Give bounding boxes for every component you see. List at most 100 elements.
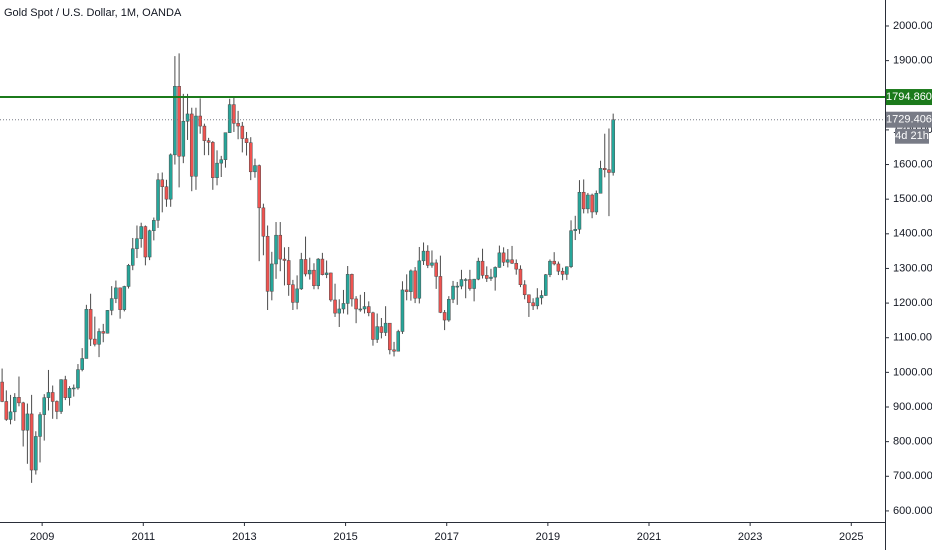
candle-body bbox=[270, 263, 274, 292]
candle-body bbox=[248, 142, 253, 173]
candle-body bbox=[535, 297, 540, 307]
candle-body bbox=[333, 299, 337, 314]
candle-body bbox=[126, 265, 131, 287]
candle-body bbox=[156, 179, 160, 221]
x-tick-label: 2023 bbox=[738, 531, 762, 543]
candle-body bbox=[543, 274, 548, 296]
candle-body bbox=[329, 272, 333, 301]
candle-body bbox=[236, 123, 240, 127]
candle-body bbox=[261, 207, 266, 237]
candle-body bbox=[602, 168, 607, 170]
candle-body bbox=[383, 322, 388, 333]
candle-body bbox=[556, 263, 561, 272]
candle-body bbox=[265, 235, 270, 292]
candle-body bbox=[109, 298, 114, 311]
candle-body bbox=[417, 260, 422, 299]
x-tick-label: 2013 bbox=[232, 531, 256, 543]
candle-body bbox=[451, 285, 455, 300]
candle-body bbox=[122, 286, 127, 310]
candle-body bbox=[21, 402, 25, 431]
candle-body bbox=[177, 85, 181, 157]
candle-body bbox=[12, 397, 17, 413]
y-tick-label: 900.000 bbox=[893, 401, 932, 413]
candle-body bbox=[539, 295, 544, 299]
candle-body bbox=[463, 279, 468, 281]
candle-body bbox=[93, 338, 97, 345]
candle-body bbox=[569, 230, 573, 267]
y-tick-label: 700.000 bbox=[893, 470, 932, 482]
candle-body bbox=[168, 154, 173, 200]
candle-body bbox=[607, 169, 611, 173]
candle-body bbox=[34, 436, 38, 471]
candle-body bbox=[548, 260, 552, 275]
y-tick-label: 1000.000 bbox=[893, 366, 932, 378]
candle-body bbox=[55, 401, 59, 412]
candle-body bbox=[88, 309, 93, 340]
candle-body bbox=[396, 331, 401, 352]
x-tick-label: 2015 bbox=[333, 531, 357, 543]
candle-body bbox=[375, 326, 379, 340]
x-tick-label: 2021 bbox=[637, 531, 661, 543]
candle-body bbox=[447, 299, 451, 321]
candle-body bbox=[71, 387, 76, 390]
candle-body bbox=[240, 125, 245, 139]
candle-body bbox=[514, 263, 519, 270]
candle-body bbox=[527, 294, 531, 303]
candle-body bbox=[345, 274, 350, 304]
candle-body bbox=[194, 115, 198, 177]
candle-body bbox=[295, 288, 299, 303]
candle-body bbox=[135, 238, 139, 249]
candle-body bbox=[76, 369, 80, 389]
candle-body bbox=[253, 165, 257, 173]
y-tick-label: 1500.000 bbox=[893, 193, 932, 205]
candle-body bbox=[413, 270, 417, 299]
y-tick-label: 1100.000 bbox=[893, 332, 932, 344]
candle-body bbox=[202, 125, 207, 141]
candle-body bbox=[274, 234, 278, 265]
candle-body bbox=[506, 259, 510, 263]
candle-body bbox=[484, 275, 489, 279]
candle-body bbox=[286, 260, 291, 285]
candle-body bbox=[4, 401, 9, 420]
candle-body bbox=[337, 308, 342, 314]
candle-body bbox=[518, 268, 523, 285]
candle-body bbox=[25, 413, 30, 431]
last-price-label: 1729.406 bbox=[886, 114, 932, 126]
candle-body bbox=[17, 397, 21, 404]
candle-body bbox=[552, 260, 556, 265]
countdown-label: 4d 21h bbox=[895, 130, 929, 142]
candle-body bbox=[324, 272, 329, 275]
x-tick-label: 2009 bbox=[30, 531, 54, 543]
y-tick-label: 1400.000 bbox=[893, 228, 932, 240]
candle-body bbox=[594, 193, 599, 213]
candle-body bbox=[84, 309, 89, 359]
candle-body bbox=[476, 260, 481, 280]
candle-body bbox=[573, 229, 578, 231]
candle-body bbox=[227, 104, 232, 133]
y-tick-label: 1900.000 bbox=[893, 55, 932, 67]
candle-body bbox=[581, 191, 586, 210]
y-tick-label: 2000.000 bbox=[893, 20, 932, 32]
candle-body bbox=[586, 194, 590, 210]
candle-body bbox=[215, 162, 219, 178]
candle-body bbox=[29, 413, 34, 471]
candle-body bbox=[211, 142, 215, 178]
candle-body bbox=[244, 138, 249, 143]
candle-body bbox=[50, 392, 55, 402]
candle-body bbox=[425, 250, 430, 266]
candle-body bbox=[198, 115, 202, 127]
candle-body bbox=[354, 298, 358, 310]
candle-body bbox=[173, 85, 177, 156]
candle-body bbox=[565, 266, 569, 275]
candle-body bbox=[130, 248, 135, 266]
candle-body bbox=[160, 179, 165, 187]
candle-body bbox=[430, 262, 434, 266]
candle-body bbox=[189, 113, 194, 177]
candle-body bbox=[493, 267, 497, 278]
price-line-tag bbox=[886, 89, 932, 106]
candle-body bbox=[139, 226, 143, 239]
y-tick-label: 1200.000 bbox=[893, 297, 932, 309]
candle-body bbox=[362, 306, 367, 310]
